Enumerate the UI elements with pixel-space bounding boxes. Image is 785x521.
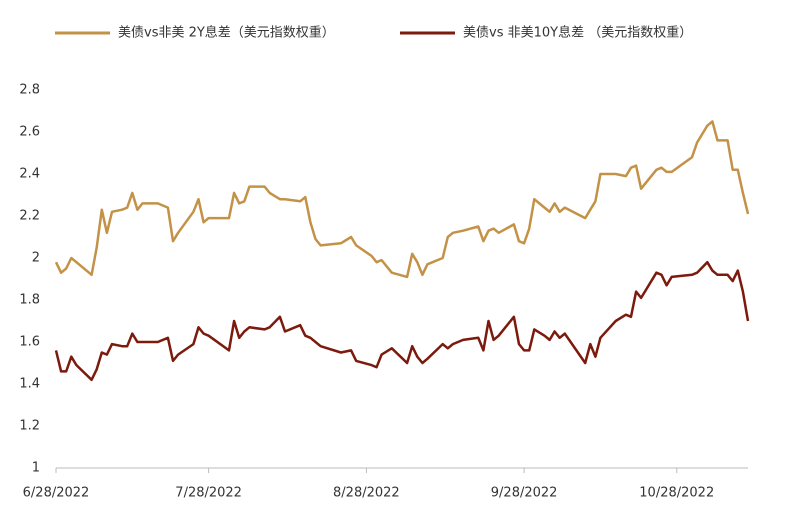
y-tick-label: 1.6 <box>19 335 40 350</box>
y-tick-label: 2.6 <box>19 125 40 140</box>
x-tick-label: 6/28/2022 <box>23 486 90 501</box>
x-tick-label: 7/28/2022 <box>175 486 242 501</box>
legend-label: 美债vs 非美10Y息差 （美元指数权重） <box>463 25 692 41</box>
y-tick-label: 2 <box>32 251 40 266</box>
x-tick-label: 10/28/2022 <box>639 486 714 501</box>
y-tick-label: 1.2 <box>19 419 40 434</box>
x-tick-label: 8/28/2022 <box>333 486 400 501</box>
y-tick-label: 2.4 <box>19 167 40 182</box>
y-tick-label: 1.4 <box>19 377 40 392</box>
line-series <box>54 260 750 382</box>
y-tick-label: 1.8 <box>19 293 40 308</box>
x-tick-label: 9/28/2022 <box>491 486 558 501</box>
legend-label: 美债vs非美 2Y息差（美元指数权重） <box>118 25 335 41</box>
y-tick-label: 2.2 <box>19 209 40 224</box>
y-tick-label: 2.8 <box>19 83 40 98</box>
line-series <box>54 120 750 279</box>
y-tick-label: 1 <box>32 461 40 476</box>
